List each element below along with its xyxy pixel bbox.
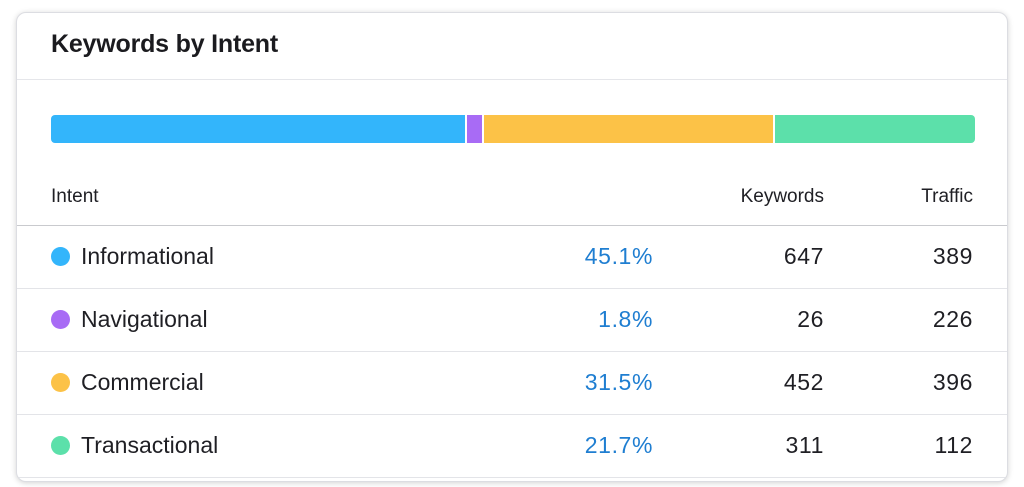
keywords-count: 311 <box>785 432 824 458</box>
column-header-traffic[interactable]: Traffic <box>921 186 973 207</box>
intent-percent-link[interactable]: 31.5% <box>584 369 653 395</box>
traffic-value: 226 <box>932 306 973 332</box>
table-row-commercial: Commercial 31.5% 452 396 <box>17 352 1007 415</box>
table-header: Intent Keywords Traffic <box>17 173 1007 226</box>
table-row-transactional: Transactional 21.7% 311 112 <box>17 415 1007 478</box>
keywords-count: 647 <box>783 243 824 269</box>
intent-bar-segment-informational[interactable] <box>51 115 468 143</box>
informational-color-dot-icon <box>51 247 70 266</box>
intent-table-body: Informational 45.1% 647 389 Navigational… <box>17 226 1007 478</box>
traffic-value: 112 <box>934 432 973 458</box>
table-row-informational: Informational 45.1% 647 389 <box>17 226 1007 289</box>
intent-label: Commercial <box>81 369 204 395</box>
card-title: Keywords by Intent <box>51 29 278 58</box>
intent-percent-link[interactable]: 1.8% <box>598 306 653 332</box>
commercial-color-dot-icon <box>51 373 70 392</box>
intent-bar-segment-commercial[interactable] <box>483 115 775 143</box>
navigational-color-dot-icon <box>51 310 70 329</box>
intent-label: Informational <box>81 243 214 269</box>
intent-bar-segment-navigational[interactable] <box>467 115 484 143</box>
intent-distribution-bar <box>51 115 975 143</box>
intent-bar-segment-transactional[interactable] <box>774 115 975 143</box>
column-header-keywords[interactable]: Keywords <box>740 186 824 207</box>
keywords-by-intent-card: Keywords by Intent Intent Keywords Traff… <box>16 12 1008 482</box>
keywords-count: 26 <box>797 306 824 332</box>
card-header: Keywords by Intent <box>17 13 1007 80</box>
column-header-intent: Intent <box>51 186 99 207</box>
intent-label: Navigational <box>81 306 208 332</box>
intent-label: Transactional <box>81 432 219 458</box>
traffic-value: 389 <box>932 243 973 269</box>
traffic-value: 396 <box>932 369 973 395</box>
keywords-count: 452 <box>783 369 824 395</box>
transactional-color-dot-icon <box>51 436 70 455</box>
intent-percent-link[interactable]: 45.1% <box>584 243 653 269</box>
table-row-navigational: Navigational 1.8% 26 226 <box>17 289 1007 352</box>
intent-percent-link[interactable]: 21.7% <box>584 432 653 458</box>
